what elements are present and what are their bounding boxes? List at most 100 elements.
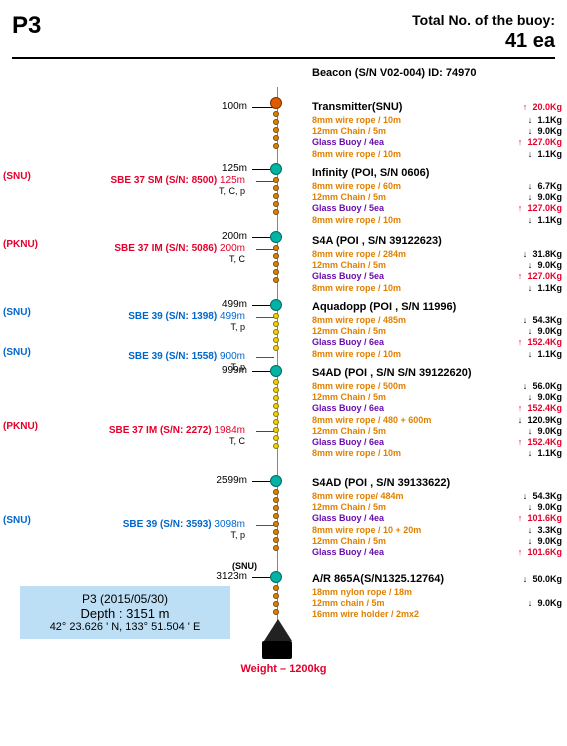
mooring-diagram: P3 (2015/05/30) Depth : 3151 m 42° 23.62…: [12, 87, 555, 647]
instrument-header: Aquadopp (POI , S/N 11996): [312, 301, 456, 315]
sensor-tick: [256, 357, 274, 358]
sensor-label: (SNU)SBE 37 SM (S/N: 8500) 125mT, C, p: [65, 175, 245, 196]
sensor-org: (PKNU): [3, 239, 38, 250]
component-line: 8mm wire rope / 10m↓ 1.1Kg: [312, 283, 562, 294]
component-line: 8mm wire rope / 500m↓ 56.0Kg: [312, 381, 562, 392]
sensor-tick: [256, 249, 274, 250]
info-depth: Depth : 3151 m: [30, 606, 220, 621]
instrument-block: Transmitter(SNU)↑ 20.0Kg8mm wire rope / …: [312, 101, 562, 160]
sensor-label: (SNU)SBE 39 (S/N: 1558) 900mT, p: [65, 351, 245, 372]
depth-label: 200m: [222, 231, 247, 242]
bead-segment: [273, 177, 279, 215]
sensor-sub: T, p: [65, 530, 245, 540]
sensor-label: (SNU)SBE 39 (S/N: 1398) 499mT, p: [65, 311, 245, 332]
instrument-header: Infinity (POI, S/N 0606): [312, 167, 429, 181]
component-line: Glass Buoy / 5ea↑ 127.0Kg: [312, 203, 562, 214]
instrument-header: S4A (POI , S/N 39122623): [312, 235, 442, 249]
buoy-icon: [270, 571, 282, 583]
component-line: 8mm wire rope / 10m↓ 1.1Kg: [312, 215, 562, 226]
buoy-icon: [270, 231, 282, 243]
component-line: 8mm wire rope/ 484m↓ 54.3Kg: [312, 491, 562, 502]
instrument-header: A/R 865A(S/N1325.12764): [312, 573, 444, 587]
component-line: 8mm wire rope / 284m↓ 31.8Kg: [312, 249, 562, 260]
info-box: P3 (2015/05/30) Depth : 3151 m 42° 23.62…: [20, 586, 230, 639]
component-line: Glass Buoy / 6ea↑ 152.4Kg: [312, 437, 562, 448]
sensor-tick: [256, 317, 274, 318]
free-label: (SNU): [232, 561, 257, 571]
component-line: 16mm wire holder / 2mx2: [312, 609, 562, 620]
buoy-icon: [270, 163, 282, 175]
sensor-sub: T, C: [65, 254, 245, 264]
component-line: Glass Buoy / 6ea↑ 152.4Kg: [312, 403, 562, 414]
sensor-org: (SNU): [3, 515, 31, 526]
component-line: Glass Buoy / 5ea↑ 127.0Kg: [312, 271, 562, 282]
weight-line: Weight – 1200kg: [12, 663, 555, 675]
sensor-tick: [256, 181, 274, 182]
instrument-block: Aquadopp (POI , S/N 11996)8mm wire rope …: [312, 301, 562, 360]
bead-segment: [273, 585, 279, 615]
depth-label: 125m: [222, 163, 247, 174]
instrument-block: Infinity (POI, S/N 0606)8mm wire rope / …: [312, 167, 562, 226]
component-line: 8mm wire rope / 10m↓ 1.1Kg: [312, 149, 562, 160]
bead-segment: [273, 245, 279, 283]
sensor-tick: [256, 431, 274, 432]
instrument-header: Transmitter(SNU): [312, 101, 402, 115]
component-line: Glass Buoy / 4ea↑ 101.6Kg: [312, 513, 562, 524]
component-line: 8mm wire rope / 60m↓ 6.7Kg: [312, 181, 562, 192]
sensor-label: (PKNU)SBE 37 IM (S/N: 2272) 1984mT, C: [65, 425, 245, 446]
total-label: Total No. of the buoy:: [412, 12, 555, 28]
bead-segment: [273, 111, 279, 149]
sensor-org: (SNU): [3, 307, 31, 318]
bead-segment: [273, 313, 279, 351]
sensor-sub: T, C: [65, 436, 245, 446]
sensor-sub: T, p: [65, 362, 245, 372]
instrument-block: S4A (POI , S/N 39122623)8mm wire rope / …: [312, 235, 562, 294]
buoy-icon: [270, 299, 282, 311]
component-line: Glass Buoy / 6ea↑ 152.4Kg: [312, 337, 562, 348]
component-line: 12mm Chain / 5m↓ 9.0Kg: [312, 326, 562, 337]
component-line: 8mm wire rope / 10m↓ 1.1Kg: [312, 349, 562, 360]
component-line: 12mm chain / 5m↓ 9.0Kg: [312, 598, 562, 609]
component-line: 8mm wire rope / 10 + 20m↓ 3.3Kg: [312, 525, 562, 536]
component-line: 12mm Chain / 5m↓ 9.0Kg: [312, 126, 562, 137]
sensor-label: (SNU)SBE 39 (S/N: 3593) 3098mT, p: [65, 519, 245, 540]
component-line: Glass Buoy / 4ea↑ 127.0Kg: [312, 137, 562, 148]
sensor-sub: T, C, p: [65, 186, 245, 196]
buoy-icon: [270, 365, 282, 377]
depth-label: 3123m: [216, 571, 247, 582]
buoy-icon: [270, 97, 282, 109]
divider: [12, 57, 555, 59]
total-count: 41 ea: [412, 30, 555, 53]
sensor-org: (SNU): [3, 171, 31, 182]
sensor-tick: [256, 525, 274, 526]
depth-label: 2599m: [216, 475, 247, 486]
buoy-icon: [270, 475, 282, 487]
instrument-header: S4AD (POI , S/N S/N 39122620): [312, 367, 472, 381]
anchor-frame: [264, 619, 292, 641]
instrument-header: S4AD (POI , S/N 39133622): [312, 477, 450, 491]
sensor-label: (PKNU)SBE 37 IM (S/N: 5086) 200mT, C: [65, 243, 245, 264]
sensor-org: (PKNU): [3, 421, 38, 432]
component-line: 12mm Chain / 5m↓ 9.0Kg: [312, 502, 562, 513]
component-line: 12mm Chain / 5m↓ 9.0Kg: [312, 392, 562, 403]
info-coords: 42° 23.626 ' N, 133° 51.504 ' E: [30, 621, 220, 633]
sensor-org: (SNU): [3, 347, 31, 358]
component-line: 8mm wire rope / 480 + 600m↓ 120.9Kg: [312, 415, 562, 426]
instrument-block: A/R 865A(S/N1325.12764)↓ 50.0Kg18mm nylo…: [312, 573, 562, 621]
component-line: 12mm Chain / 5m↓ 9.0Kg: [312, 192, 562, 203]
info-header: P3 (2015/05/30): [30, 592, 220, 606]
page-title: P3: [12, 12, 41, 40]
bead-segment: [273, 379, 279, 449]
instrument-block: S4AD (POI , S/N 39133622)8mm wire rope/ …: [312, 477, 562, 558]
bead-segment: [273, 489, 279, 551]
component-line: 8mm wire rope / 10m↓ 1.1Kg: [312, 448, 562, 459]
component-line: 12mm Chain / 5m↓ 9.0Kg: [312, 536, 562, 547]
component-line: 12mm Chain / 5m↓ 9.0Kg: [312, 426, 562, 437]
component-line: 8mm wire rope / 485m↓ 54.3Kg: [312, 315, 562, 326]
component-line: 8mm wire rope / 10m↓ 1.1Kg: [312, 115, 562, 126]
depth-label: 499m: [222, 299, 247, 310]
component-line: 18mm nylon rope / 18m: [312, 587, 562, 598]
beacon-line: Beacon (S/N V02-004) ID: 74970: [312, 67, 555, 79]
component-line: 12mm Chain / 5m↓ 9.0Kg: [312, 260, 562, 271]
anchor-weight-icon: [262, 641, 292, 659]
